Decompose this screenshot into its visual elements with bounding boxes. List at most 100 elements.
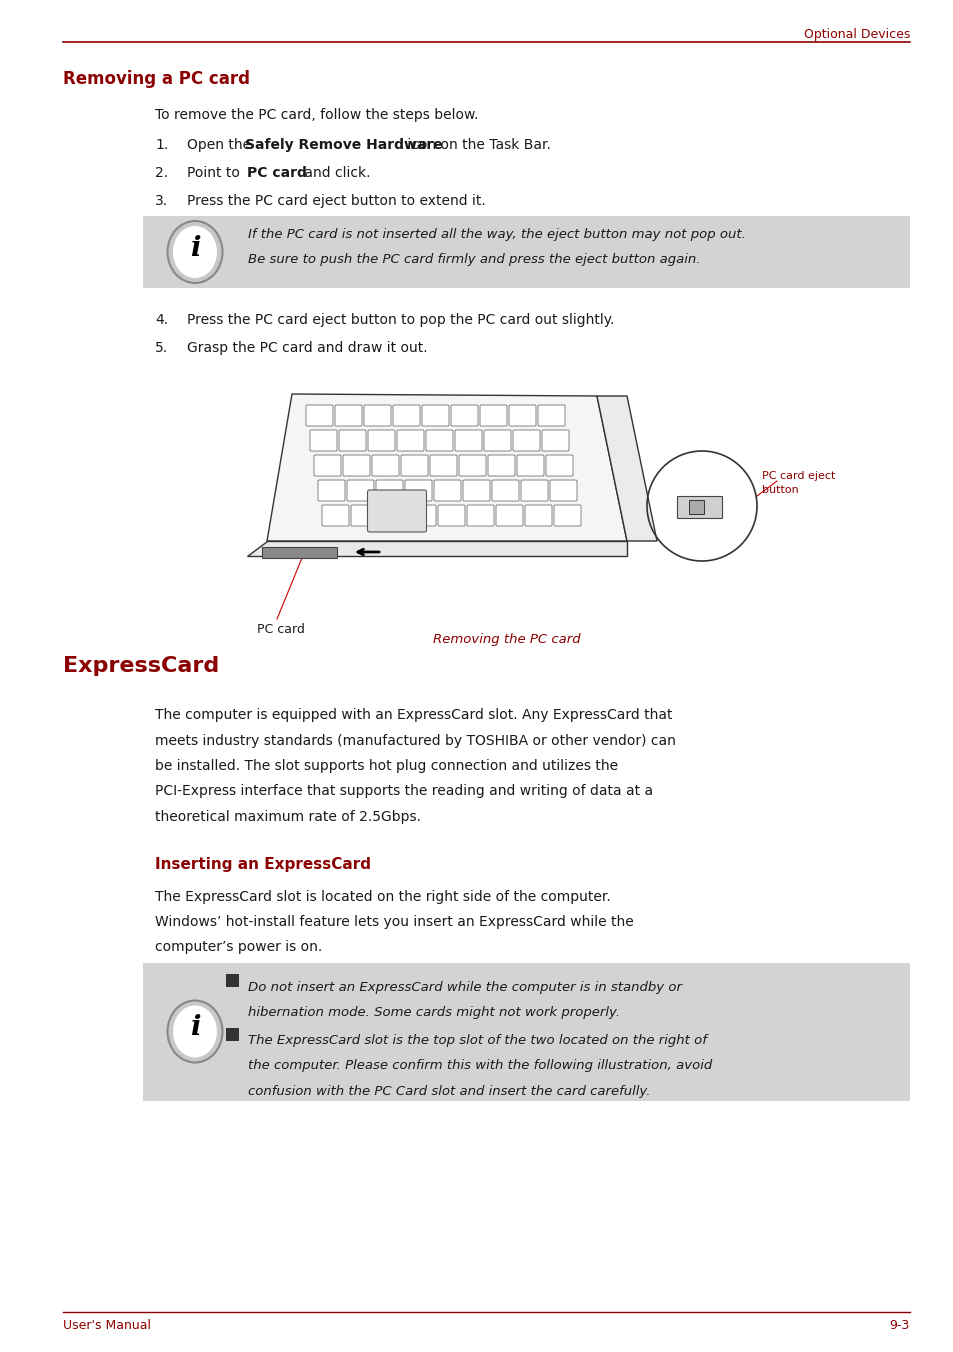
Text: computer’s power is on.: computer’s power is on.: [154, 941, 322, 955]
FancyBboxPatch shape: [396, 430, 423, 452]
Ellipse shape: [168, 220, 222, 283]
FancyBboxPatch shape: [338, 430, 366, 452]
FancyBboxPatch shape: [541, 430, 568, 452]
Text: 2.: 2.: [154, 166, 168, 180]
FancyBboxPatch shape: [467, 506, 494, 526]
Text: confusion with the PC Card slot and insert the card carefully.: confusion with the PC Card slot and inse…: [248, 1086, 650, 1098]
Text: PC card: PC card: [256, 623, 305, 635]
Text: 4.: 4.: [154, 314, 168, 327]
Text: Inserting an ExpressCard: Inserting an ExpressCard: [154, 857, 371, 872]
FancyBboxPatch shape: [306, 406, 333, 426]
FancyBboxPatch shape: [372, 456, 398, 476]
FancyBboxPatch shape: [545, 456, 573, 476]
FancyBboxPatch shape: [317, 480, 345, 502]
FancyBboxPatch shape: [347, 480, 374, 502]
FancyBboxPatch shape: [322, 506, 349, 526]
Ellipse shape: [168, 1000, 222, 1063]
FancyBboxPatch shape: [430, 456, 456, 476]
FancyBboxPatch shape: [434, 480, 460, 502]
FancyBboxPatch shape: [421, 406, 449, 426]
FancyBboxPatch shape: [517, 456, 543, 476]
FancyBboxPatch shape: [143, 216, 909, 288]
FancyBboxPatch shape: [368, 430, 395, 452]
Text: Open the: Open the: [187, 138, 255, 151]
Text: Do not insert an ExpressCard while the computer is in standby or: Do not insert an ExpressCard while the c…: [248, 980, 681, 994]
FancyBboxPatch shape: [375, 480, 402, 502]
FancyBboxPatch shape: [462, 480, 490, 502]
Text: To remove the PC card, follow the steps below.: To remove the PC card, follow the steps …: [154, 108, 478, 122]
Text: PC card eject
button: PC card eject button: [761, 470, 835, 495]
Text: ExpressCard: ExpressCard: [63, 656, 219, 676]
FancyBboxPatch shape: [364, 406, 391, 426]
Text: meets industry standards (manufactured by TOSHIBA or other vendor) can: meets industry standards (manufactured b…: [154, 734, 675, 748]
Ellipse shape: [172, 1006, 216, 1057]
FancyBboxPatch shape: [492, 480, 518, 502]
Ellipse shape: [172, 226, 216, 279]
FancyBboxPatch shape: [343, 456, 370, 476]
Polygon shape: [267, 393, 626, 541]
Text: Grasp the PC card and draw it out.: Grasp the PC card and draw it out.: [187, 341, 427, 356]
FancyBboxPatch shape: [405, 480, 432, 502]
FancyBboxPatch shape: [458, 456, 485, 476]
Text: The computer is equipped with an ExpressCard slot. Any ExpressCard that: The computer is equipped with an Express…: [154, 708, 672, 722]
Text: Be sure to push the PC card firmly and press the eject button again.: Be sure to push the PC card firmly and p…: [248, 253, 700, 266]
Text: Point to: Point to: [187, 166, 244, 180]
FancyBboxPatch shape: [488, 456, 515, 476]
FancyBboxPatch shape: [537, 406, 564, 426]
Text: Press the PC card eject button to extend it.: Press the PC card eject button to extend…: [187, 193, 485, 208]
Text: theoretical maximum rate of 2.5Gbps.: theoretical maximum rate of 2.5Gbps.: [154, 810, 420, 823]
FancyBboxPatch shape: [451, 406, 477, 426]
Text: Windows’ hot-install feature lets you insert an ExpressCard while the: Windows’ hot-install feature lets you in…: [154, 915, 633, 929]
FancyBboxPatch shape: [524, 506, 552, 526]
FancyBboxPatch shape: [688, 500, 703, 514]
Text: PC card: PC card: [247, 166, 307, 180]
FancyBboxPatch shape: [554, 506, 580, 526]
Text: User's Manual: User's Manual: [63, 1320, 151, 1332]
Text: and click.: and click.: [299, 166, 370, 180]
Text: icon on the Task Bar.: icon on the Task Bar.: [402, 138, 550, 151]
FancyBboxPatch shape: [479, 406, 506, 426]
FancyBboxPatch shape: [143, 963, 909, 1101]
FancyBboxPatch shape: [314, 456, 340, 476]
Text: PCI-Express interface that supports the reading and writing of data at a: PCI-Express interface that supports the …: [154, 784, 653, 799]
Text: the computer. Please confirm this with the following illustration, avoid: the computer. Please confirm this with t…: [248, 1060, 712, 1072]
FancyBboxPatch shape: [367, 489, 426, 531]
FancyBboxPatch shape: [496, 506, 522, 526]
Text: The ExpressCard slot is the top slot of the two located on the right of: The ExpressCard slot is the top slot of …: [248, 1034, 706, 1046]
FancyBboxPatch shape: [393, 406, 419, 426]
Text: Removing the PC card: Removing the PC card: [433, 633, 580, 646]
Text: The ExpressCard slot is located on the right side of the computer.: The ExpressCard slot is located on the r…: [154, 890, 610, 903]
Text: Press the PC card eject button to pop the PC card out slightly.: Press the PC card eject button to pop th…: [187, 314, 614, 327]
FancyBboxPatch shape: [550, 480, 577, 502]
Text: be installed. The slot supports hot plug connection and utilizes the: be installed. The slot supports hot plug…: [154, 758, 618, 773]
Text: 1.: 1.: [154, 138, 168, 151]
Text: Removing a PC card: Removing a PC card: [63, 70, 250, 88]
FancyBboxPatch shape: [226, 1028, 239, 1041]
Polygon shape: [597, 396, 657, 541]
FancyBboxPatch shape: [426, 430, 453, 452]
Text: If the PC card is not inserted all the way, the eject button may not pop out.: If the PC card is not inserted all the w…: [248, 228, 745, 241]
FancyBboxPatch shape: [437, 506, 464, 526]
FancyBboxPatch shape: [400, 456, 428, 476]
FancyBboxPatch shape: [351, 506, 377, 526]
Text: 3.: 3.: [154, 193, 168, 208]
FancyBboxPatch shape: [520, 480, 547, 502]
Text: i: i: [190, 234, 200, 261]
FancyBboxPatch shape: [409, 506, 436, 526]
FancyBboxPatch shape: [455, 430, 481, 452]
Polygon shape: [247, 541, 626, 556]
Text: Optional Devices: Optional Devices: [802, 28, 909, 41]
FancyBboxPatch shape: [226, 973, 239, 987]
FancyBboxPatch shape: [677, 496, 721, 518]
Text: 5.: 5.: [154, 341, 168, 356]
FancyBboxPatch shape: [513, 430, 539, 452]
Text: Safely Remove Hardware: Safely Remove Hardware: [245, 138, 442, 151]
FancyBboxPatch shape: [379, 506, 407, 526]
Text: i: i: [190, 1014, 200, 1041]
FancyBboxPatch shape: [310, 430, 336, 452]
Text: hibernation mode. Some cards might not work properly.: hibernation mode. Some cards might not w…: [248, 1006, 619, 1019]
FancyBboxPatch shape: [509, 406, 536, 426]
FancyBboxPatch shape: [483, 430, 511, 452]
FancyBboxPatch shape: [262, 548, 336, 558]
Text: 9-3: 9-3: [889, 1320, 909, 1332]
